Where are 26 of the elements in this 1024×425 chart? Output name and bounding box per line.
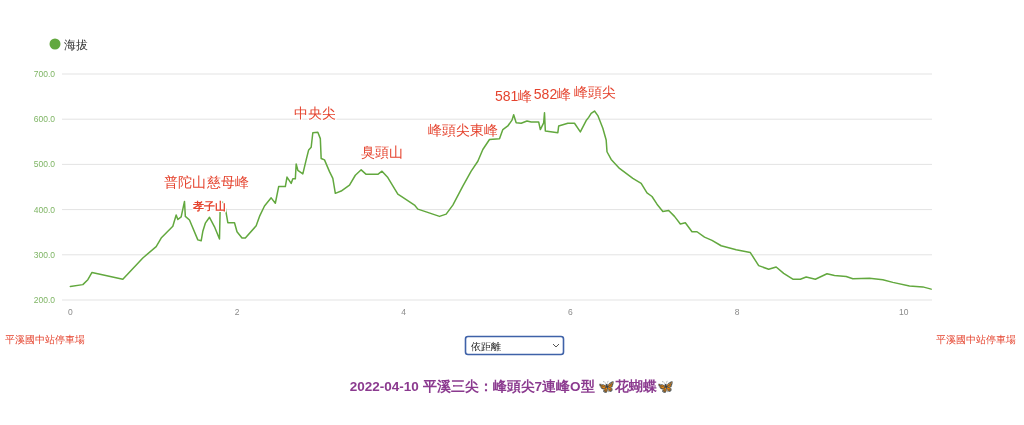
ytick: 200.0: [33, 295, 55, 305]
ytick: 400.0: [33, 204, 55, 215]
peak-label: 普陀山: [163, 174, 206, 191]
peak-label: 582峰: [533, 85, 572, 102]
ytick: 500.0: [33, 159, 55, 170]
peak-label: 臭頭山: [361, 144, 403, 161]
ytick: 600.0: [33, 114, 55, 125]
xtick: 2: [234, 307, 240, 317]
control-select: 依距離: [464, 335, 565, 356]
xtick: 6: [567, 307, 573, 317]
end-label: 平溪國中站停車場: [936, 334, 1016, 345]
xtick: 4: [401, 307, 407, 317]
end-label: 平溪國中站停車場: [5, 334, 85, 345]
xtick: 10: [898, 307, 909, 317]
title: 2022-04-10 平溪三尖：峰頭尖7連峰O型 🦋花蝴蝶🦋: [349, 379, 675, 394]
peak-label: 581峰: [495, 87, 533, 104]
legend: 海拔: [49, 37, 88, 52]
xtick: 0: [67, 307, 73, 317]
peak-label: 中央尖: [294, 105, 337, 122]
ytick: 700.0: [33, 69, 55, 79]
legend-label: 海拔: [64, 37, 88, 52]
ytick: 300.0: [33, 249, 55, 260]
peak-label: 峰頭尖東峰: [427, 122, 498, 139]
xtick: 8: [734, 307, 740, 317]
peak-label: 慈母峰: [207, 174, 250, 191]
peak-label: 峰頭尖: [573, 84, 616, 101]
